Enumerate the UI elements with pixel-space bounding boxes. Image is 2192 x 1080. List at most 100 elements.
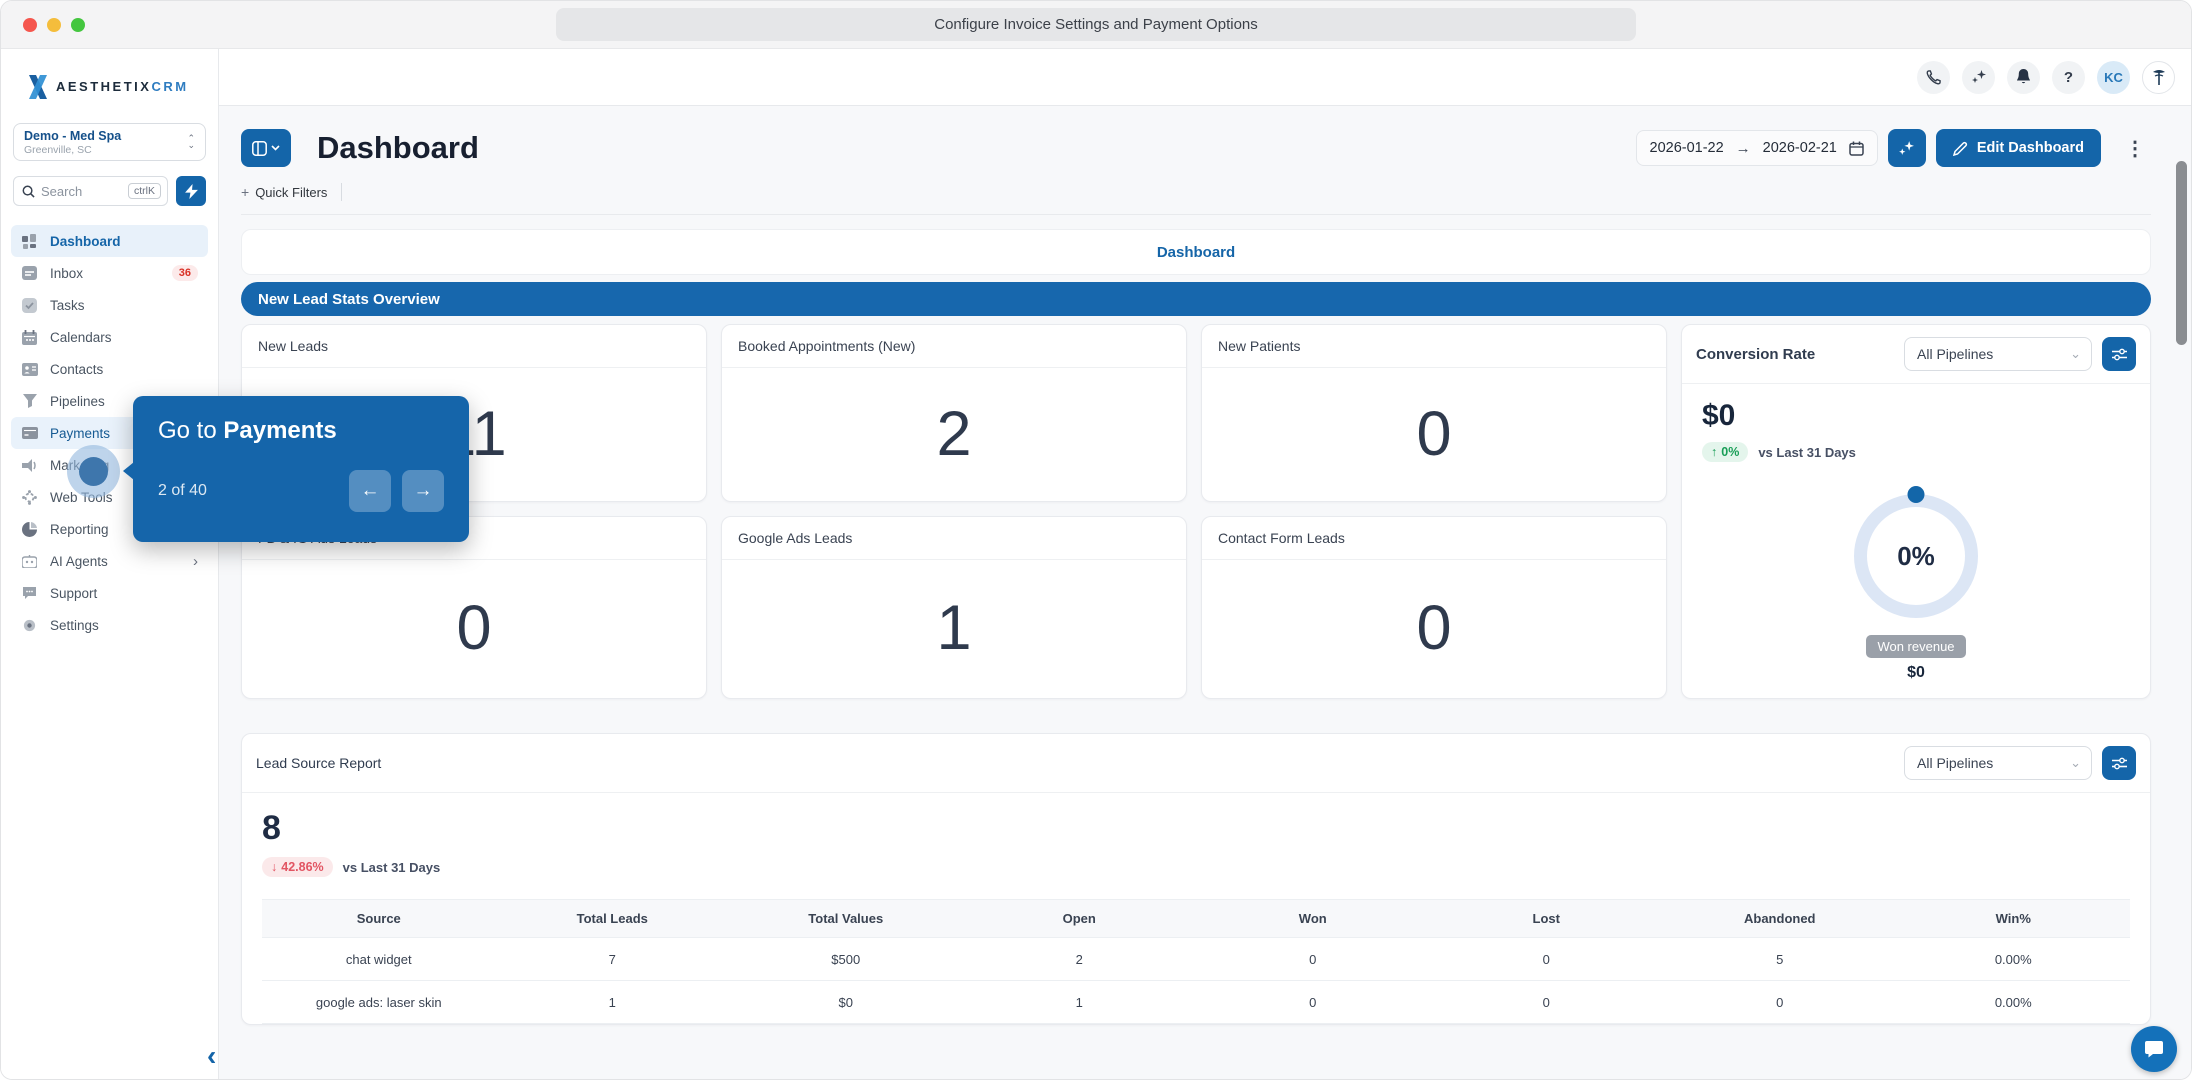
- plus-icon: +: [241, 184, 250, 200]
- sparkles-icon: [1899, 140, 1915, 155]
- section-banner: New Lead Stats Overview: [241, 282, 2151, 316]
- inbox-unread-badge: 36: [171, 265, 198, 281]
- total-leads-value: 8: [262, 809, 281, 847]
- phone-button[interactable]: [1917, 60, 1950, 94]
- sidebar-collapse-button[interactable]: ‹: [207, 1040, 217, 1071]
- sidebar-item-support[interactable]: Support: [11, 577, 208, 609]
- cell-win-pct: 0.00%: [1896, 937, 2130, 981]
- arrow-right-icon: →: [413, 480, 433, 501]
- sparkles-icon: [1971, 70, 1986, 83]
- minimize-window-button[interactable]: [47, 18, 61, 32]
- tour-step-counter: 2 of 40: [158, 482, 207, 499]
- cell-won: 0: [1196, 980, 1430, 1024]
- sidebar-item-settings[interactable]: Settings: [11, 609, 208, 641]
- app-topbar: ? KC: [219, 49, 2191, 106]
- pencil-icon: [1952, 141, 1967, 156]
- help-button[interactable]: ?: [2052, 60, 2085, 94]
- sidebar-item-label: Reporting: [50, 521, 109, 537]
- stat-card-booked-appointments: Booked Appointments (New) 2: [721, 324, 1187, 502]
- date-to: 2026-02-21: [1762, 140, 1837, 156]
- sidebar-item-reporting[interactable]: Reporting: [11, 513, 208, 545]
- cell-open: 1: [962, 980, 1196, 1024]
- dashboard-tab-bar: Dashboard: [241, 229, 2151, 275]
- column-header: Source: [262, 899, 496, 938]
- date-range-picker[interactable]: 2026-01-22 → 2026-02-21: [1635, 130, 1878, 166]
- window-title: Configure Invoice Settings and Payment O…: [556, 8, 1636, 41]
- sliders-icon: [2111, 348, 2127, 360]
- vertical-scrollbar[interactable]: [2176, 161, 2187, 345]
- dashboard-content: Dashboard 2026-01-22 → 2026-02-21: [219, 106, 2191, 1079]
- chevron-updown-icon: ⌃ ⌄: [187, 133, 195, 150]
- change-value: 0%: [1721, 445, 1740, 459]
- table-header-row: Source Total Leads Total Values Open Won…: [262, 899, 2130, 938]
- sidebar-item-dashboard[interactable]: Dashboard: [11, 225, 208, 257]
- bell-icon: [2017, 69, 2030, 84]
- workspace-name: Demo - Med Spa: [24, 128, 122, 143]
- clinic-logo-icon: [2152, 70, 2165, 85]
- vs-period-label: vs Last 31 Days: [1758, 444, 1856, 460]
- edit-dashboard-button[interactable]: Edit Dashboard: [1935, 129, 2101, 167]
- donut-marker-dot: [1907, 486, 1925, 503]
- stats-grid: New Leads 11 Booked Appointments (New) 2…: [241, 324, 2151, 699]
- stat-card-title: Booked Appointments (New): [722, 325, 1186, 368]
- traffic-lights: [23, 18, 85, 32]
- chevron-down-icon: ⌄: [2070, 346, 2081, 361]
- conversion-rate-title: Conversion Rate: [1696, 345, 1816, 363]
- sidebar-item-label: Payments: [50, 425, 111, 441]
- stat-card-title: Google Ads Leads: [722, 517, 1186, 560]
- arrow-left-icon: ←: [360, 480, 380, 501]
- vs-period-label: vs Last 31 Days: [342, 859, 441, 875]
- more-options-button[interactable]: ⋮: [2125, 137, 2145, 160]
- tour-next-button[interactable]: →: [402, 470, 444, 512]
- dashboard-layout-button[interactable]: [241, 129, 291, 167]
- workspace-selector[interactable]: Demo - Med Spa Greenville, SC ⌃ ⌄: [13, 123, 206, 161]
- sliders-icon: [2111, 757, 2127, 769]
- search-input[interactable]: Search ctrlK: [13, 176, 168, 206]
- cell-source: chat widget: [262, 937, 496, 981]
- chevron-down-icon: [271, 145, 280, 151]
- lead-source-title: Lead Source Report: [256, 755, 382, 771]
- won-revenue-tooltip: Won revenue: [1866, 635, 1966, 658]
- change-badge: ↑ 0%: [1702, 442, 1749, 462]
- pipelines-icon: [21, 394, 38, 408]
- widget-settings-button[interactable]: [2102, 746, 2136, 780]
- zoom-window-button[interactable]: [71, 18, 85, 32]
- layout-icon: [252, 140, 267, 156]
- account-logo-avatar[interactable]: [2142, 60, 2175, 94]
- ai-sparkle-button[interactable]: [1962, 60, 1995, 94]
- chat-launcher-button[interactable]: [2131, 1026, 2177, 1072]
- macos-titlebar: Configure Invoice Settings and Payment O…: [1, 1, 2191, 49]
- sidebar-item-ai-agents[interactable]: AI Agents ›: [11, 545, 208, 577]
- tab-dashboard[interactable]: Dashboard: [1156, 243, 1236, 261]
- pipeline-filter-select[interactable]: All Pipelines ⌄: [1904, 337, 2092, 371]
- cell-total-values: $0: [729, 980, 963, 1024]
- close-window-button[interactable]: [23, 18, 37, 32]
- notifications-button[interactable]: [2007, 60, 2040, 94]
- table-row: google ads: laser skin 1 $0 1 0 0 0 0.00…: [262, 980, 2130, 1024]
- widget-settings-button[interactable]: [2102, 337, 2136, 371]
- quick-filters-button[interactable]: + Quick Filters: [241, 184, 327, 200]
- stat-card-new-patients: New Patients 0: [1201, 324, 1667, 502]
- user-avatar[interactable]: KC: [2097, 60, 2130, 94]
- table-row: chat widget 7 $500 2 0 0 5 0.00%: [262, 937, 2130, 981]
- tour-back-button[interactable]: ←: [349, 470, 391, 512]
- pipeline-filter-select[interactable]: All Pipelines ⌄: [1904, 746, 2092, 780]
- tour-beacon[interactable]: [67, 445, 120, 498]
- cell-won: 0: [1196, 937, 1430, 981]
- tour-title-prefix: Go to: [158, 417, 224, 444]
- sidebar-item-contacts[interactable]: Contacts: [11, 353, 208, 385]
- tour-tooltip: Go to Payments 2 of 40 ← →: [123, 396, 469, 542]
- ai-assist-button[interactable]: [1887, 129, 1926, 167]
- sidebar-item-inbox[interactable]: Inbox 36: [11, 257, 208, 289]
- arrow-down-icon: ↓: [271, 860, 278, 874]
- sidebar-item-tasks[interactable]: Tasks: [11, 289, 208, 321]
- quick-actions-button[interactable]: [176, 176, 206, 206]
- main-area: ? KC Dashboard 2026-01-22: [219, 49, 2191, 1079]
- sidebar-item-pipelines[interactable]: Pipelines: [11, 385, 208, 417]
- chat-bubble-icon: [2145, 1041, 2163, 1058]
- sidebar-item-label: Inbox: [50, 265, 84, 281]
- sidebar-item-calendars[interactable]: Calendars: [11, 321, 208, 353]
- lightning-icon: [184, 183, 198, 199]
- cell-source: google ads: laser skin: [262, 980, 496, 1024]
- chevron-right-icon: ›: [193, 552, 198, 570]
